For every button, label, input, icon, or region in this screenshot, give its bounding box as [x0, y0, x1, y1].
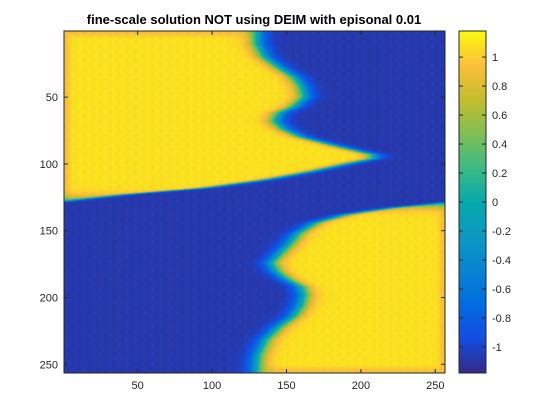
heatmap-image	[64, 31, 445, 373]
colorbar-tick-label: 0.4	[492, 139, 507, 151]
x-tick-label: 200	[352, 380, 370, 392]
y-axis: 50 100 150 200 250	[40, 92, 445, 371]
heatmap-plot-area	[63, 30, 446, 374]
colorbar-tick-label: -0.4	[492, 255, 511, 267]
colorbar-tick-label: -0.2	[492, 226, 511, 238]
chart-title: fine-scale solution NOT using DEIM with …	[87, 12, 421, 27]
x-tick-label: 50	[132, 380, 144, 392]
colorbar-tick-label: -1	[492, 342, 502, 354]
colorbar-tick-label: 0.2	[492, 168, 507, 180]
axes-box	[63, 30, 446, 374]
y-tick-label: 100	[40, 159, 58, 171]
x-tick-label: 250	[426, 380, 444, 392]
colorbar: 1 0.8 0.6 0.4 0.2 0 -0.2 -0.4 -0.6 -0.8 -1	[458, 30, 511, 374]
colorbar-tick-label: 0	[492, 197, 498, 209]
x-tick-label: 150	[277, 380, 295, 392]
y-tick-label: 50	[46, 92, 58, 104]
colorbar-tick-label: -0.6	[492, 284, 511, 296]
colorbar-tick-label: 1	[492, 52, 498, 64]
y-tick-label: 150	[40, 226, 58, 238]
x-tick-label: 100	[203, 380, 221, 392]
colorbar-tick-label: 0.8	[492, 81, 507, 93]
y-tick-label: 250	[40, 359, 58, 371]
x-axis: 50 100 150 200 250	[132, 31, 445, 392]
y-tick-label: 200	[40, 293, 58, 305]
colorbar-gradient	[459, 31, 486, 373]
colorbar-tick-label: 0.6	[492, 110, 507, 122]
colorbar-ticks: 1 0.8 0.6 0.4 0.2 0 -0.2 -0.4 -0.6 -0.8 -1	[459, 52, 511, 354]
colorbar-tick-label: -0.8	[492, 313, 511, 325]
